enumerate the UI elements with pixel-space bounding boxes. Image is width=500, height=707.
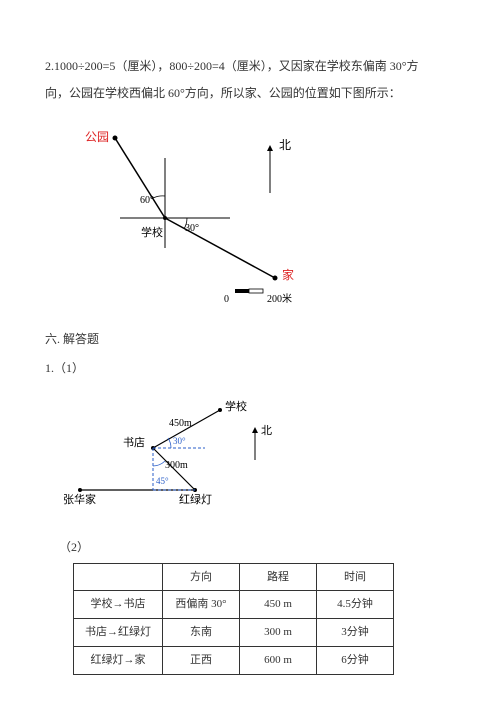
label-home-2: 张华家 xyxy=(63,492,96,506)
label-park: 公园 xyxy=(85,130,109,144)
label-north-2: 北 xyxy=(261,424,272,437)
label-30b: 30° xyxy=(173,436,186,446)
label-zero: 0 xyxy=(224,294,229,303)
table-row: 学校→书店 西偏南 30° 450 m 4.5分钟 xyxy=(74,591,394,619)
table-row: 书店→红绿灯 东南 300 m 3分钟 xyxy=(74,619,394,647)
table-row: 红绿灯→家 正西 600 m 6分钟 xyxy=(74,647,394,675)
th-time: 时间 xyxy=(317,563,394,591)
label-300: 300m xyxy=(165,460,188,471)
figure-2: 学校 450m 书店 30° 300m 45° 北 张华家 红绿灯 xyxy=(45,390,455,518)
section-6-title: 六. 解答题 xyxy=(45,328,455,351)
label-450: 450m xyxy=(169,418,192,429)
paragraph-line-2: 向，公园在学校西偏北 60°方向，所以家、公园的位置如下图所示： xyxy=(45,82,455,105)
figure-1: 公园 北 60° 30° 学校 家 0 200米 xyxy=(45,123,455,311)
route-table: 方向 路程 时间 学校→书店 西偏南 30° 450 m 4.5分钟 书店→红绿… xyxy=(73,563,394,676)
q1-2: （2） xyxy=(59,536,455,559)
label-light: 红绿灯 xyxy=(179,492,212,506)
table-header-row: 方向 路程 时间 xyxy=(74,563,394,591)
paragraph-line-1: 2.1000÷200=5（厘米），800÷200=4（厘米），又因家在学校东偏南… xyxy=(45,55,455,78)
label-north-1: 北 xyxy=(279,138,291,152)
label-home-1: 家 xyxy=(282,267,294,282)
label-bookstore: 书店 xyxy=(123,435,145,449)
label-60: 60° xyxy=(140,195,154,206)
label-scale: 200米 xyxy=(267,292,292,303)
th-distance: 路程 xyxy=(240,563,317,591)
q1-1: 1.（1） xyxy=(45,357,455,380)
label-30: 30° xyxy=(185,223,199,234)
label-school-1: 学校 xyxy=(141,225,163,239)
th-direction: 方向 xyxy=(163,563,240,591)
label-45: 45° xyxy=(156,476,169,486)
th-blank xyxy=(74,563,163,591)
label-school-2: 学校 xyxy=(225,399,247,413)
